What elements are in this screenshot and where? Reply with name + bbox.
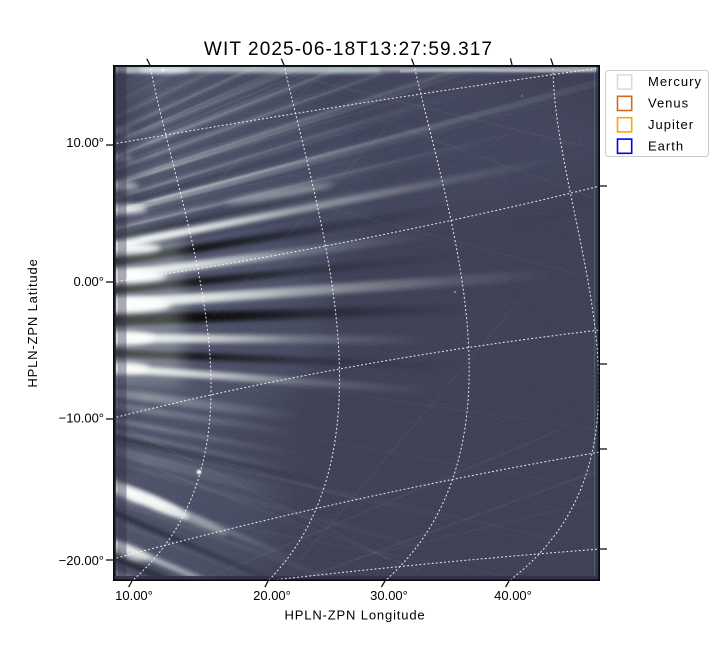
- svg-text:Jupiter: Jupiter: [648, 117, 694, 132]
- svg-text:Mercury: Mercury: [648, 74, 702, 89]
- svg-text:10.00°: 10.00°: [66, 135, 104, 150]
- svg-text:Earth: Earth: [648, 138, 684, 153]
- svg-text:30.00°: 30.00°: [370, 588, 408, 603]
- svg-text:HPLN-ZPN Longitude: HPLN-ZPN Longitude: [284, 608, 425, 623]
- svg-text:−20.00°: −20.00°: [59, 553, 104, 568]
- svg-text:Venus: Venus: [648, 96, 689, 111]
- svg-text:0.00°: 0.00°: [73, 274, 104, 289]
- svg-text:−10.00°: −10.00°: [59, 411, 104, 426]
- svg-text:WIT 2025-06-18T13:27:59.317: WIT 2025-06-18T13:27:59.317: [204, 39, 493, 60]
- svg-text:10.00°: 10.00°: [115, 588, 153, 603]
- svg-text:20.00°: 20.00°: [253, 588, 291, 603]
- svg-text:40.00°: 40.00°: [494, 588, 532, 603]
- svg-text:HPLN-ZPN Latitude: HPLN-ZPN Latitude: [25, 258, 40, 387]
